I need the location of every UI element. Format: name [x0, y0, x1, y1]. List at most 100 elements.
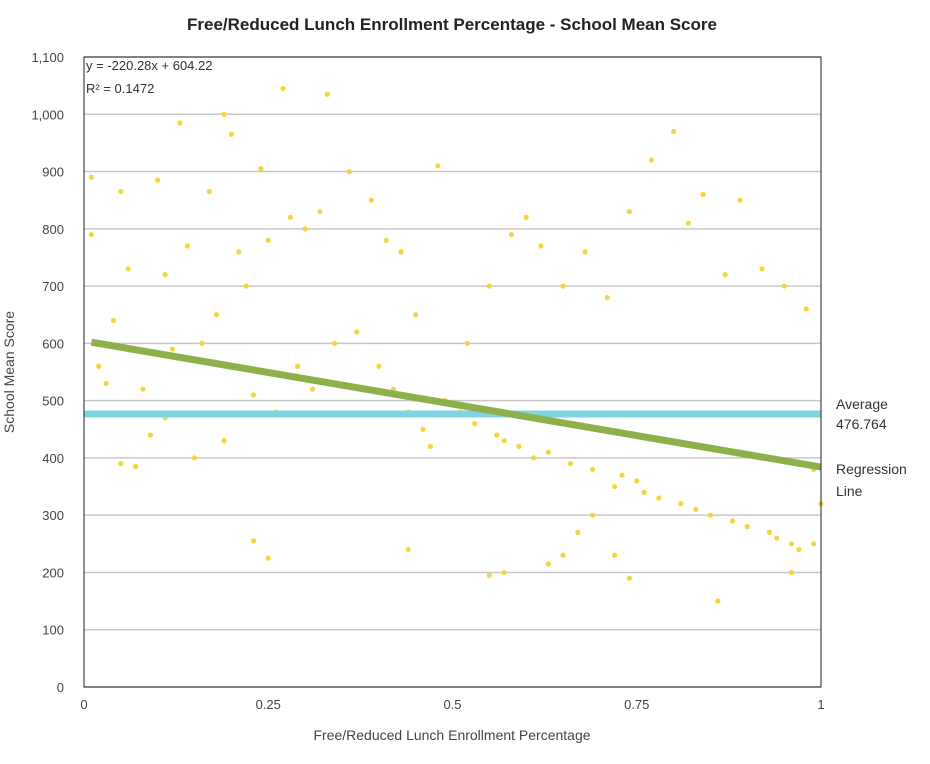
data-point — [118, 461, 124, 467]
data-point — [214, 312, 220, 318]
data-point — [685, 220, 691, 226]
y-tick-label: 300 — [42, 508, 64, 523]
gridlines — [84, 56, 821, 688]
data-point — [265, 555, 271, 561]
y-tick-label: 900 — [42, 165, 64, 180]
y-tick-label: 1,100 — [31, 50, 64, 65]
average-value: 476.764 — [836, 416, 887, 432]
data-point — [693, 506, 699, 513]
data-point — [103, 380, 109, 387]
data-point — [376, 363, 382, 369]
data-point — [420, 426, 426, 432]
y-tick-label: 700 — [42, 279, 64, 294]
data-point — [206, 188, 212, 195]
data-point — [560, 552, 566, 558]
y-tick-label: 800 — [42, 222, 64, 237]
y-tick-label: 600 — [42, 336, 64, 351]
data-point — [523, 214, 529, 220]
data-point — [125, 266, 131, 272]
data-point — [221, 438, 227, 444]
data-point — [501, 438, 507, 444]
data-point — [796, 546, 802, 553]
y-tick-label: 200 — [42, 565, 64, 580]
x-axis-label: Free/Reduced Lunch Enrollment Percentage — [313, 727, 590, 743]
plot-frame — [83, 56, 822, 688]
data-point — [589, 466, 596, 472]
data-point — [560, 283, 566, 289]
chart-title: Free/Reduced Lunch Enrollment Percentage… — [187, 15, 717, 34]
data-point — [258, 166, 264, 172]
data-point — [317, 209, 323, 215]
data-point — [295, 363, 301, 369]
data-point — [155, 177, 161, 183]
data-point — [140, 386, 146, 392]
data-point — [236, 249, 242, 255]
x-tick-label: 0.25 — [256, 697, 281, 712]
data-point — [678, 501, 684, 507]
data-point — [354, 329, 360, 335]
data-point — [324, 91, 330, 97]
data-point — [302, 226, 308, 232]
y-tick-label: 400 — [42, 451, 64, 466]
data-point — [383, 237, 389, 243]
data-point — [538, 243, 544, 249]
data-point — [715, 598, 721, 604]
data-point — [486, 283, 492, 289]
data-point — [648, 157, 655, 163]
data-point — [530, 455, 537, 461]
regression-equation: y = -220.28x + 604.22 — [86, 58, 212, 73]
data-point — [774, 535, 780, 541]
data-point — [612, 483, 618, 490]
data-point — [545, 561, 551, 567]
data-point — [309, 386, 316, 392]
data-point — [567, 461, 574, 467]
data-point — [626, 575, 632, 581]
data-point — [169, 346, 176, 352]
data-point — [803, 306, 809, 312]
data-point — [427, 443, 433, 450]
data-point — [132, 463, 139, 470]
data-point — [199, 340, 205, 346]
data-point — [250, 538, 257, 544]
data-point — [707, 512, 714, 518]
data-point — [88, 174, 94, 180]
data-point — [191, 455, 198, 461]
data-point — [589, 512, 596, 518]
data-point — [744, 524, 750, 530]
data-point — [501, 569, 507, 576]
regression-line — [90, 338, 822, 471]
data-point — [612, 552, 618, 558]
data-point — [435, 163, 441, 169]
data-point — [788, 569, 795, 576]
data-point — [671, 128, 677, 135]
data-point — [722, 272, 728, 278]
data-point — [508, 231, 515, 238]
data-point — [619, 472, 625, 478]
data-point — [250, 392, 257, 398]
data-point — [634, 478, 640, 484]
data-point — [184, 243, 190, 249]
data-point — [464, 340, 470, 346]
y-axis-ticks: 0 100 200 300 400 500 600 700 800 900 1,000 1,100 — [31, 50, 64, 695]
data-point — [221, 111, 227, 117]
data-point — [413, 312, 419, 318]
data-point — [177, 120, 183, 126]
x-tick-label: 0 — [80, 697, 87, 712]
data-point — [88, 231, 94, 238]
data-point — [331, 340, 338, 346]
data-point — [265, 237, 271, 243]
data-point — [280, 85, 286, 92]
data-point — [110, 317, 117, 324]
r-squared: R² = 0.1472 — [86, 81, 154, 96]
data-point — [494, 432, 500, 438]
data-point — [472, 420, 478, 427]
y-tick-label: 500 — [42, 394, 64, 409]
x-tick-label: 0.5 — [443, 697, 461, 712]
data-point — [811, 541, 817, 547]
data-point — [766, 529, 773, 535]
regression-label-line2: Line — [836, 483, 863, 499]
data-point — [759, 266, 765, 272]
data-point — [243, 283, 249, 289]
data-point — [582, 249, 588, 255]
